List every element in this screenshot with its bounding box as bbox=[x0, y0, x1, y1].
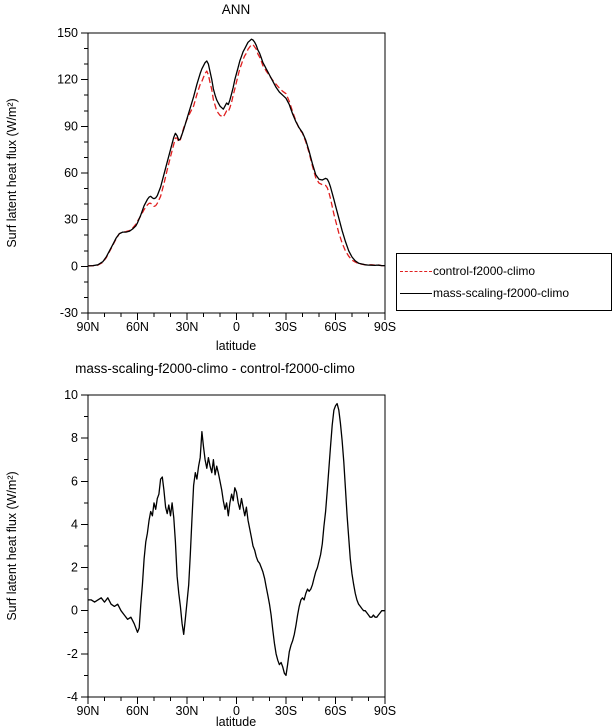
y-tick-label: 6 bbox=[71, 474, 78, 488]
x-axis-label-top: latitude bbox=[216, 339, 256, 353]
y-tick-label: -30 bbox=[60, 306, 78, 320]
x-tick-label: 30N bbox=[176, 320, 199, 334]
x-tick-label: 90N bbox=[77, 704, 100, 718]
y-tick-label: -2 bbox=[67, 647, 78, 661]
y-tick-label: 8 bbox=[71, 431, 78, 445]
chart-title-ann: ANN bbox=[222, 2, 251, 17]
legend-entry-control: control-f2000-climo bbox=[400, 264, 609, 278]
x-tick-label: 30S bbox=[275, 704, 297, 718]
y-tick-label: 2 bbox=[71, 561, 78, 575]
x-tick-label: 0 bbox=[233, 704, 240, 718]
legend: control-f2000-climo mass-scaling-f2000-c… bbox=[396, 253, 612, 311]
y-tick-label: 10 bbox=[64, 388, 78, 402]
x-axis-label-bottom: latitude bbox=[216, 715, 256, 727]
x-tick-label: 90S bbox=[374, 704, 396, 718]
x-tick-label: 0 bbox=[233, 320, 240, 334]
x-tick-label: 60N bbox=[126, 320, 149, 334]
y-tick-label: 90 bbox=[64, 119, 78, 133]
x-tick-label: 30S bbox=[275, 320, 297, 334]
x-tick-label: 90S bbox=[374, 320, 396, 334]
y-tick-label: 60 bbox=[64, 166, 78, 180]
x-tick-label: 60N bbox=[126, 704, 149, 718]
legend-entry-mass-scaling: mass-scaling-f2000-climo bbox=[400, 286, 609, 300]
series-line-mass-scaling-f2000-climo bbox=[87, 38, 385, 267]
y-tick-label: 150 bbox=[57, 26, 78, 40]
y-tick-label: 0 bbox=[71, 259, 78, 273]
y-tick-label: 120 bbox=[57, 73, 78, 87]
chart-difference: -4 -2 0 2 4 6 8 10 90N 60N 30N 0 30S 60S 90S mass-scal… bbox=[5, 361, 396, 727]
dashed-red-line-sample bbox=[400, 270, 432, 272]
plot-area-bottom: -4 -2 0 2 4 6 8 10 90N 60N 30N 0 30S 60S 90S bbox=[64, 388, 396, 718]
x-tick-label: 60S bbox=[324, 320, 346, 334]
plot-area-top: -30 0 30 60 90 120 150 90N 60N 30N 0 30S 60S 90S bbox=[57, 26, 396, 334]
x-tick-label: 90N bbox=[77, 320, 100, 334]
plot-frame bbox=[87, 394, 386, 698]
chart-title-difference: mass-scaling-f2000-climo - control-f2000… bbox=[75, 361, 355, 376]
y-tick-label: 30 bbox=[64, 213, 78, 227]
series-line-difference bbox=[88, 402, 385, 677]
legend-label-mass-scaling: mass-scaling-f2000-climo bbox=[433, 286, 570, 300]
y-axis-label-bottom: Surf latent heat flux (W/m²) bbox=[5, 471, 19, 620]
y-axis-label-top: Surf latent heat flux (W/m²) bbox=[5, 98, 19, 247]
y-tick-label: -4 bbox=[67, 690, 78, 704]
y-tick-label: 4 bbox=[71, 517, 78, 531]
y-tick-label: 0 bbox=[71, 604, 78, 618]
solid-black-line-sample bbox=[400, 292, 432, 294]
legend-label-control: control-f2000-climo bbox=[433, 264, 536, 278]
x-tick-label: 60S bbox=[324, 704, 346, 718]
series-line-control-f2000-climo bbox=[87, 44, 385, 267]
x-tick-label: 30N bbox=[176, 704, 199, 718]
